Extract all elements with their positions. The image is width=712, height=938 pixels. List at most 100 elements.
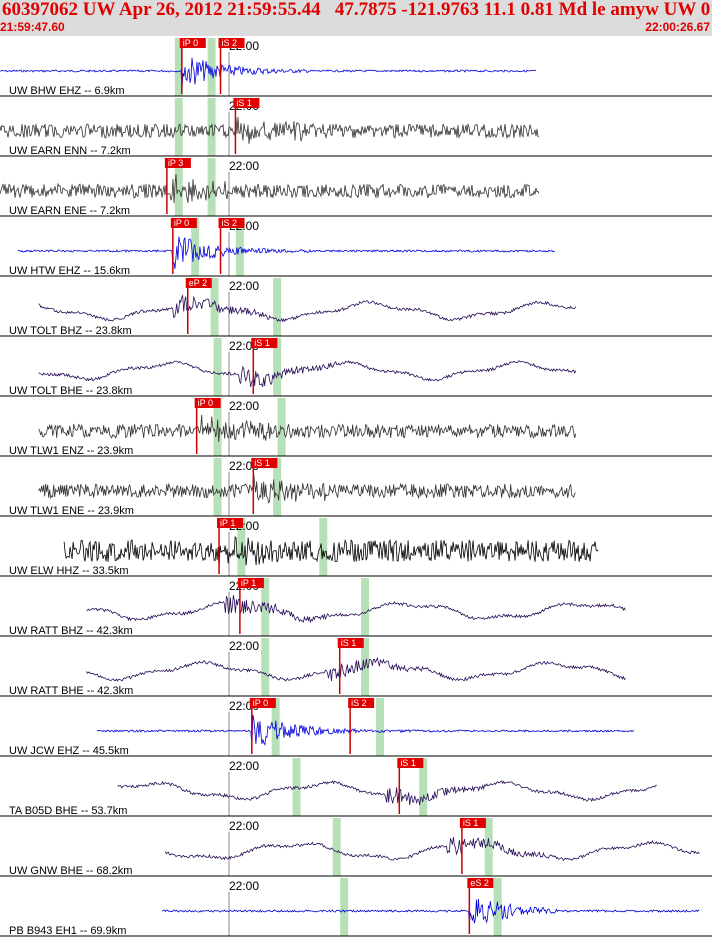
window-bar xyxy=(235,218,244,276)
time-marker-label: 22:00 xyxy=(229,759,259,773)
station-label: PB B943 EH1 -- 69.9km xyxy=(9,925,126,937)
waveform-line xyxy=(38,294,577,323)
window-bar xyxy=(319,518,328,576)
pick-box xyxy=(337,638,364,648)
pick-box xyxy=(459,818,486,828)
header-bar: 60397062 UW Apr 26, 2012 21:59:55.44 47.… xyxy=(0,0,712,36)
window-bar xyxy=(213,458,222,516)
window-bar xyxy=(174,38,183,96)
window-bar xyxy=(271,698,280,756)
pick-box xyxy=(348,698,375,708)
window-bar xyxy=(174,158,183,216)
window-bar xyxy=(207,98,216,156)
station-label: UW RATT BHZ -- 42.3km xyxy=(9,625,133,637)
window-bar xyxy=(273,338,282,396)
pick-label: iP 0 xyxy=(174,218,189,228)
station-label: UW GNW BHE -- 68.2km xyxy=(9,865,132,877)
pick-label: iP 1 xyxy=(241,578,256,588)
waveform-line xyxy=(162,898,700,924)
window-bar xyxy=(361,578,370,636)
pick-label: iS 2 xyxy=(351,698,367,708)
pick-label: iP 3 xyxy=(168,158,183,168)
pick-box xyxy=(233,98,260,108)
pick-box xyxy=(217,518,244,528)
trace-row: 22:00 iP 0 UW TLW1 ENZ -- 23.9km xyxy=(0,398,712,457)
window-bar xyxy=(207,38,216,96)
pick-box xyxy=(397,758,424,768)
time-marker-label: 22:00 xyxy=(229,639,259,653)
pick-box xyxy=(251,458,278,468)
pick-label: iS 1 xyxy=(236,98,252,108)
window-bar xyxy=(261,638,270,696)
pick-label: iP 0 xyxy=(253,698,268,708)
station-label: UW TOLT BHZ -- 23.8km xyxy=(9,325,132,337)
station-label: UW TLW1 ENE -- 23.9km xyxy=(9,505,134,517)
window-bar xyxy=(277,398,286,456)
station-label: UW HTW EHZ -- 15.6km xyxy=(9,265,130,277)
pick-label: eP 2 xyxy=(189,278,207,288)
pick-label: eS 2 xyxy=(470,878,489,888)
pick-label: iS 2 xyxy=(222,218,238,228)
waveform-line xyxy=(86,656,626,682)
waveform-line xyxy=(38,360,577,388)
trace-row: 22:00 iS 1 TA B05D BHE -- 53.7km xyxy=(0,758,712,817)
pick-label: iS 1 xyxy=(341,638,357,648)
pick-box xyxy=(179,38,206,48)
start-time-label: 21:59:47.60 xyxy=(0,20,65,34)
waveform-line xyxy=(38,473,576,504)
time-marker-label: 22:00 xyxy=(229,279,259,293)
window-bar xyxy=(419,758,428,816)
pick-box xyxy=(249,698,276,708)
waveform-line xyxy=(86,595,626,624)
waveform-line xyxy=(0,116,540,144)
seismogram-plot: 22:00 iP 0 iS 2 UW BHW EHZ -- 6.9km 22:00 iS … xyxy=(0,38,712,937)
time-marker-label: 22:00 xyxy=(229,159,259,173)
pick-box xyxy=(467,878,494,888)
pick-label: iS 1 xyxy=(254,338,270,348)
pick-label: iP 1 xyxy=(220,518,235,528)
station-label: UW EARN ENE -- 7.2km xyxy=(9,205,130,217)
window-bar xyxy=(210,278,219,336)
pick-label: iP 0 xyxy=(198,398,213,408)
trace-row: 22:00 iS 1 UW RATT BHE -- 42.3km xyxy=(0,638,712,697)
window-bar xyxy=(213,338,222,396)
waveform-line xyxy=(38,414,577,442)
time-marker-label: 22:00 xyxy=(229,819,259,833)
station-label: UW EARN ENN -- 7.2km xyxy=(9,145,131,157)
window-bar xyxy=(484,818,493,876)
waveform-line xyxy=(117,780,657,806)
waveform-line xyxy=(165,836,700,862)
window-bar xyxy=(375,698,384,756)
pick-box xyxy=(237,578,264,588)
event-title: 60397062 UW Apr 26, 2012 21:59:55.44 47.… xyxy=(2,0,712,20)
trace-row: 22:00 iS 1 UW GNW BHE -- 68.2km xyxy=(0,818,712,877)
station-label: UW RATT BHE -- 42.3km xyxy=(9,685,133,697)
time-marker-label: 22:00 xyxy=(229,399,259,413)
waveform-line xyxy=(96,714,635,748)
pick-label: iS 1 xyxy=(463,818,479,828)
window-bar xyxy=(273,278,282,336)
trace-row: 22:00 eP 2 UW TOLT BHZ -- 23.8km xyxy=(0,278,712,337)
station-label: UW TOLT BHE -- 23.8km xyxy=(9,385,132,397)
trace-row: 22:00 iP 3 UW EARN ENE -- 7.2km xyxy=(0,158,712,217)
pick-box xyxy=(170,218,197,228)
pick-label: iS 1 xyxy=(400,758,416,768)
station-label: UW JCW EHZ -- 45.5km xyxy=(9,745,129,757)
waveform-line xyxy=(17,236,556,270)
pick-label: iS 2 xyxy=(222,38,238,48)
end-time-label: 22:00:26.67 xyxy=(645,20,710,34)
pick-label: iS 1 xyxy=(254,458,270,468)
window-bar xyxy=(332,818,341,876)
pick-box xyxy=(218,38,245,48)
window-bar xyxy=(273,458,282,516)
window-bar xyxy=(340,878,349,936)
pick-box xyxy=(194,398,221,408)
pick-box xyxy=(185,278,212,288)
station-label: UW ELW HHZ -- 33.5km xyxy=(9,565,129,577)
